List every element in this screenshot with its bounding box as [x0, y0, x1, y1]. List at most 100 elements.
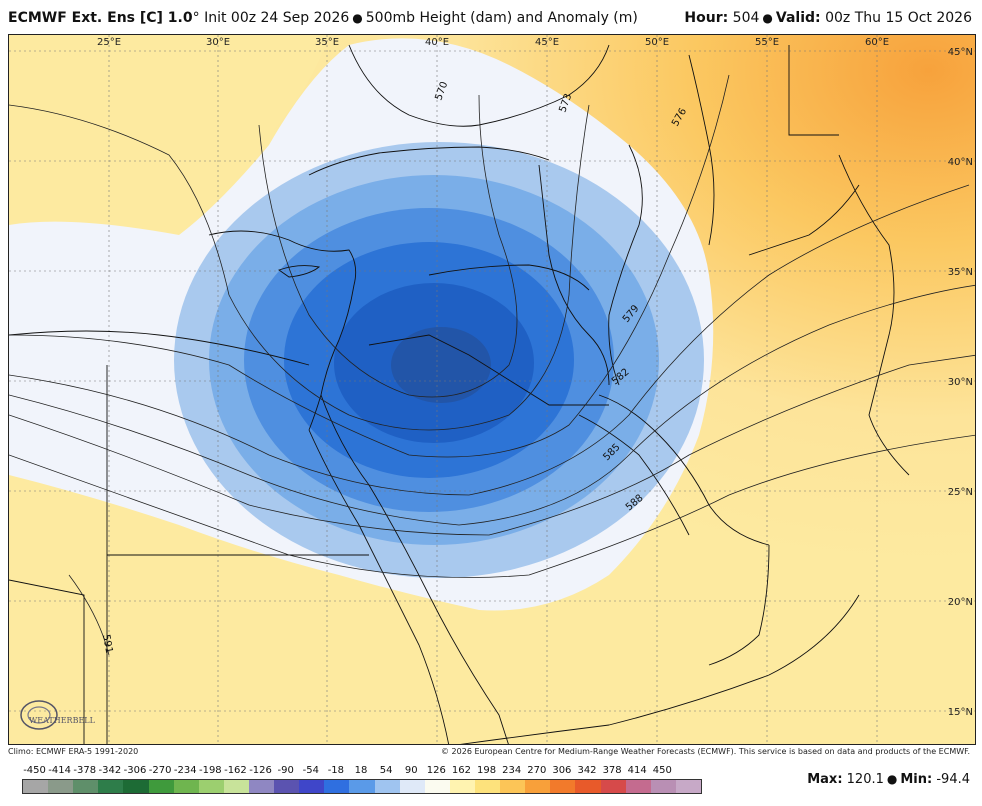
legend-tick-label: 90: [404, 765, 418, 776]
legend-color-swatch: [73, 780, 99, 793]
height-contours: [9, 74, 975, 656]
legend-tick-label: -414: [48, 765, 72, 776]
legend-color-swatch: [550, 780, 576, 793]
weather-map: 570 573 576 579 582 585 588 591 25°E 30°…: [8, 34, 976, 745]
legend-color-swatch: [500, 780, 526, 793]
climo-note: Climo: ECMWF ERA-5 1991-2020: [8, 747, 139, 756]
legend-tick-label: -18: [327, 765, 345, 776]
max-min-readout: Max: 120.1 ● Min: -94.4: [807, 772, 970, 787]
legend-color-swatch: [675, 780, 701, 793]
legend-tick-label: -126: [249, 765, 272, 776]
legend-color-swatch: [575, 780, 601, 793]
legend-color-swatch: [198, 780, 224, 793]
legend-tick-label: -342: [98, 765, 122, 776]
legend-tick-label: -306: [123, 765, 147, 776]
legend-tick-label: 342: [577, 765, 597, 776]
contour-588: [9, 434, 975, 578]
legend-color-swatch: [148, 780, 174, 793]
longitude-labels: 25°E 30°E 35°E 40°E 45°E 50°E 55°E 60°E: [97, 37, 889, 48]
map-canvas: 570 573 576 579 582 585 588 591 25°E 30°…: [9, 35, 975, 744]
lon-label: 60°E: [865, 37, 889, 48]
legend-tick-label: 234: [502, 765, 522, 776]
legend-color-swatch: [23, 780, 49, 793]
legend-color-swatch: [650, 780, 676, 793]
lat-label: 35°N: [948, 267, 973, 278]
legend-color-swatch: [374, 780, 400, 793]
lon-label: 50°E: [645, 37, 669, 48]
coastlines-and-borders: [9, 44, 910, 744]
lon-label: 35°E: [315, 37, 339, 48]
map-title: ECMWF Ext. Ens [C] 1.0° Init 00z 24 Sep …: [8, 10, 638, 26]
legend-tick-label: -450: [23, 765, 46, 776]
header: ECMWF Ext. Ens [C] 1.0° Init 00z 24 Sep …: [0, 0, 982, 34]
contour-585: [9, 354, 975, 536]
init-time: Init 00z 24 Sep 2026: [204, 10, 350, 26]
legend-color-swatch: [274, 780, 300, 793]
legend-tick-label: 306: [552, 765, 572, 776]
separator-dot: ●: [352, 11, 363, 25]
lon-label: 30°E: [206, 37, 230, 48]
legend-tick-label: 450: [652, 765, 672, 776]
latitude-labels: 45°N 40°N 35°N 30°N 25°N 20°N 15°N: [948, 47, 973, 718]
contour-label-591: 591: [100, 634, 114, 655]
legend-tick-label: -90: [277, 765, 294, 776]
legend-tick-label: -162: [224, 765, 247, 776]
anomaly-color-scale: [22, 779, 702, 794]
min-value: -94.4: [936, 772, 970, 787]
contour-582: [9, 284, 975, 526]
legend-color-swatch: [123, 780, 149, 793]
hour-value: 504: [732, 10, 760, 26]
valid-value: 00z Thu 15 Oct 2026: [825, 10, 972, 26]
contour-576: [9, 74, 730, 458]
graticule: [9, 35, 975, 744]
valid-time-info: Hour: 504 ● Valid: 00z Thu 15 Oct 2026: [684, 10, 972, 26]
degree-symbol: °: [192, 10, 200, 26]
legend-tick-label: 378: [602, 765, 622, 776]
field-name: 500mb Height (dam) and Anomaly (m): [365, 10, 638, 26]
separator-dot: ●: [886, 772, 898, 786]
legend-color-swatch: [324, 780, 350, 793]
legend-tick-label: 414: [627, 765, 647, 776]
contour-591: [68, 574, 110, 656]
min-label: Min:: [900, 772, 933, 787]
hour-label: Hour:: [684, 10, 729, 26]
lat-label: 20°N: [948, 597, 973, 608]
lat-label: 40°N: [948, 157, 973, 168]
max-value: 120.1: [846, 772, 884, 787]
legend-color-swatch: [173, 780, 199, 793]
contour-573: [9, 104, 590, 431]
lat-label: 15°N: [948, 707, 973, 718]
legend-tick-label: 270: [527, 765, 547, 776]
anomaly-shade-light-yellow: [9, 35, 329, 235]
legend-color-swatch: [474, 780, 501, 793]
contour-570: [258, 94, 518, 398]
model-name: ECMWF Ext. Ens [C] 1.0: [8, 10, 193, 26]
legend-color-swatch: [48, 780, 74, 793]
legend-tick-label: -198: [198, 765, 222, 776]
legend-tick-label: 198: [477, 765, 497, 776]
legend-color-swatch: [399, 780, 425, 793]
legend-tick-label: -378: [73, 765, 97, 776]
anomaly-shade-blue-6: [391, 327, 491, 403]
legend-tick-label: -54: [302, 765, 319, 776]
legend-color-swatch: [525, 780, 551, 793]
lat-label: 45°N: [948, 47, 973, 58]
legend-color-swatch: [299, 780, 325, 793]
legend-color-swatch: [600, 780, 626, 793]
legend-color-swatch: [248, 780, 275, 793]
lon-label: 25°E: [97, 37, 121, 48]
lat-label: 25°N: [948, 487, 973, 498]
legend-color-swatch: [98, 780, 124, 793]
lat-label: 30°N: [948, 377, 973, 388]
separator-dot: ●: [762, 11, 773, 25]
legend-tick-label: 54: [379, 765, 393, 776]
legend-tick-label: 18: [354, 765, 368, 776]
legend-color-swatch: [223, 780, 249, 793]
legend-color-swatch: [625, 780, 651, 793]
lon-label: 40°E: [425, 37, 449, 48]
lon-label: 55°E: [755, 37, 779, 48]
valid-label: Valid:: [775, 10, 821, 26]
lon-label: 45°E: [535, 37, 559, 48]
legend-tick-label: 162: [451, 765, 471, 776]
max-label: Max:: [807, 772, 843, 787]
